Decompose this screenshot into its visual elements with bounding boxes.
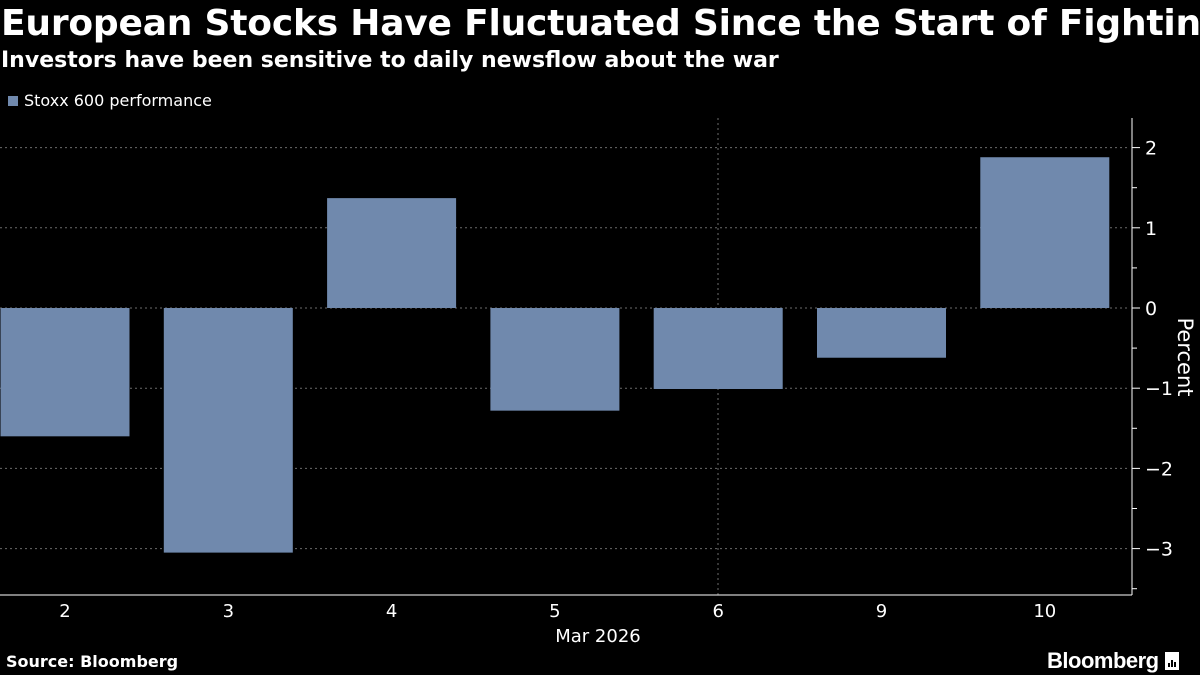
y-tick-label: 2	[1145, 138, 1157, 160]
source-note: Source: Bloomberg	[6, 652, 179, 671]
x-tick-label: 3	[223, 601, 234, 622]
y-tick-label: 0	[1145, 298, 1157, 320]
bar-10	[980, 157, 1110, 308]
brand-wordmark: Bloomberg	[1047, 648, 1159, 673]
y-tick-label: −1	[1145, 378, 1173, 400]
x-tick-label: 2	[59, 601, 70, 622]
legend-swatch	[8, 96, 18, 106]
bloomberg-logo: Bloomberg	[1047, 647, 1179, 675]
bar-2	[0, 308, 130, 437]
y-tick-label: −2	[1145, 458, 1173, 480]
y-tick-label: 1	[1145, 218, 1157, 240]
bloomberg-chart-icon	[1164, 652, 1179, 670]
x-axis-title: Mar 2026	[555, 626, 641, 647]
bar-6	[653, 308, 783, 390]
x-tick-label: 9	[876, 601, 887, 622]
y-axis-title: Percent	[1173, 317, 1197, 396]
chart-title: European Stocks Have Fluctuated Since th…	[1, 3, 1200, 44]
x-tick-label: 4	[386, 601, 397, 622]
x-tick-label: 10	[1033, 601, 1056, 622]
axis-layer: 210−1−2−32 3 4 5 6 9 10	[0, 118, 1173, 622]
y-tick-label: −3	[1145, 539, 1173, 561]
x-tick-label: 5	[549, 601, 560, 622]
legend-label: Stoxx 600 performance	[24, 91, 212, 110]
bar-3	[163, 308, 293, 553]
bar-layer	[0, 157, 1110, 553]
legend: Stoxx 600 performance	[8, 90, 212, 112]
bar-9	[817, 308, 946, 358]
bar-4	[327, 198, 457, 308]
bar-5	[490, 308, 620, 411]
x-tick-label: 6	[712, 601, 723, 622]
chart-subtitle: Investors have been sensitive to daily n…	[1, 48, 779, 73]
